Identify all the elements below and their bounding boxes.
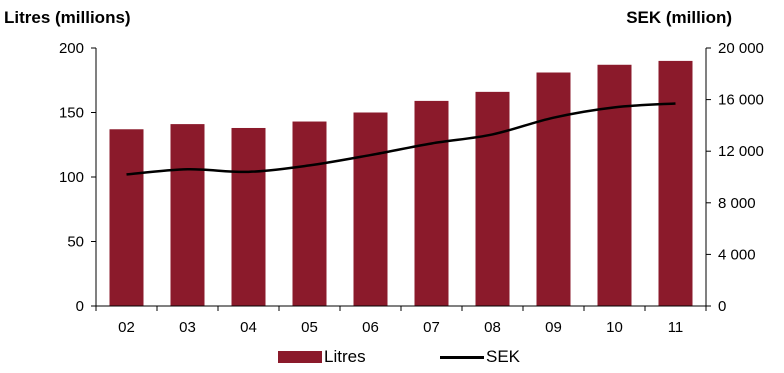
right-tick-label: 16 000 xyxy=(718,92,764,109)
bar-09 xyxy=(536,72,571,306)
bar-10 xyxy=(597,64,632,307)
right-tick-label: 20 000 xyxy=(718,40,764,57)
x-tick-label: 11 xyxy=(668,319,684,336)
left-tick-label: 100 xyxy=(59,169,84,186)
left-axis-title: Litres (millions) xyxy=(4,8,131,27)
bar-06 xyxy=(353,112,388,306)
right-tick-label: 8 000 xyxy=(718,195,756,212)
sek-line xyxy=(126,102,676,176)
x-tick-label: 02 xyxy=(118,319,135,336)
right-tick-label: 12 000 xyxy=(718,143,764,160)
left-tick-label: 200 xyxy=(59,40,84,57)
x-tick-label: 06 xyxy=(362,319,379,336)
bar-04 xyxy=(231,127,266,306)
bar-11 xyxy=(658,60,693,307)
x-tick-label: 04 xyxy=(240,319,257,336)
left-tick-label: 50 xyxy=(67,234,84,251)
x-tick-label: 08 xyxy=(484,319,501,336)
bar-08 xyxy=(475,91,510,306)
legend-item-sek: SEK xyxy=(440,347,520,367)
bar-05 xyxy=(292,121,327,306)
legend-swatch-litres xyxy=(278,351,322,363)
right-tick-label: 0 xyxy=(718,298,726,315)
x-tick-label: 03 xyxy=(179,319,196,336)
right-axis-title: SEK (million) xyxy=(626,8,732,27)
x-tick-label: 09 xyxy=(545,319,562,336)
x-tick-label: 10 xyxy=(606,319,623,336)
right-tick-label: 4 000 xyxy=(718,246,756,263)
legend-label-sek: SEK xyxy=(486,347,521,366)
bar-03 xyxy=(170,124,205,306)
legend: Litres SEK xyxy=(0,347,784,371)
legend-swatch-sek xyxy=(440,355,484,359)
bar-02 xyxy=(109,129,144,306)
bar-07 xyxy=(414,100,449,306)
x-tick-label: 05 xyxy=(301,319,318,336)
x-tick-label: 07 xyxy=(423,319,440,336)
left-tick-label: 150 xyxy=(59,105,84,122)
legend-label-litres: Litres xyxy=(324,347,366,366)
left-tick-label: 0 xyxy=(76,298,84,315)
legend-item-litres: Litres xyxy=(278,347,366,367)
